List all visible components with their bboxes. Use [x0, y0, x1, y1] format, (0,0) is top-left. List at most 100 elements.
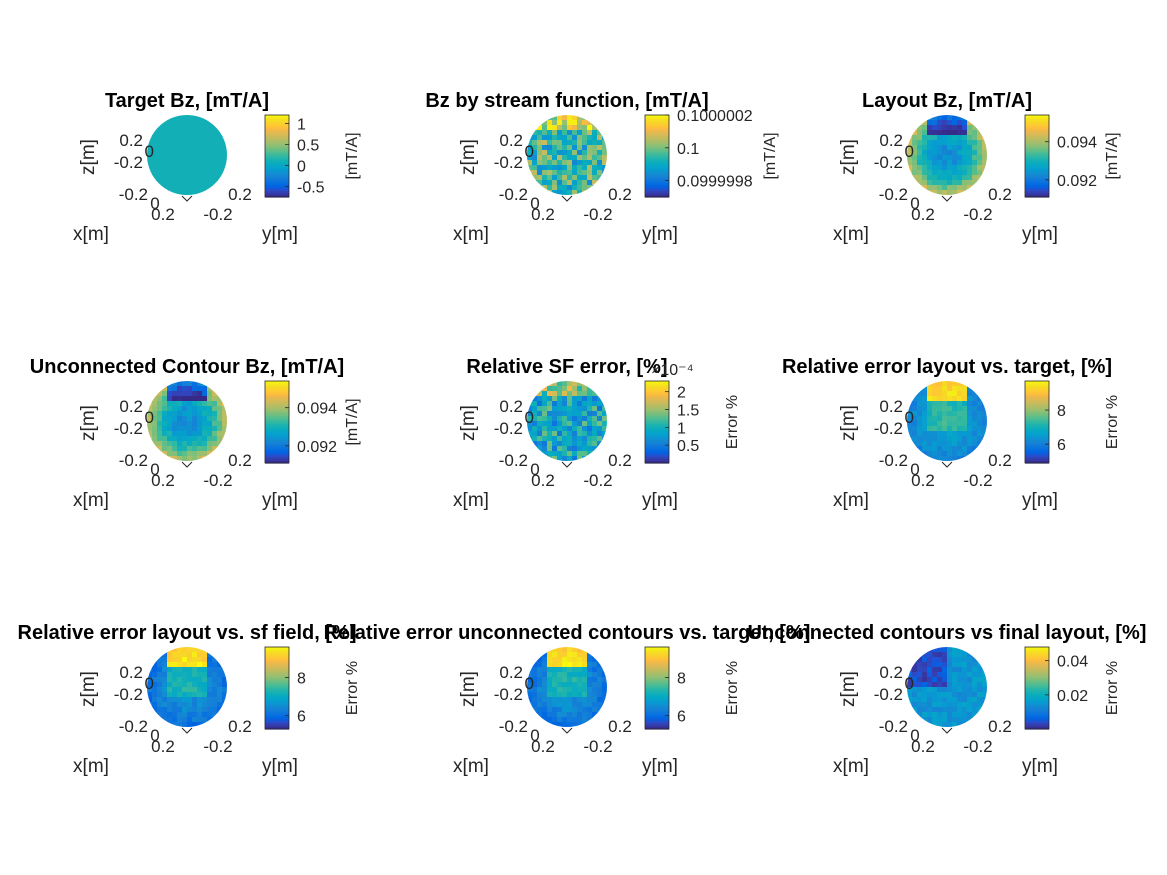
surface-patch — [187, 140, 193, 146]
surface-patch — [587, 451, 593, 457]
surface-patch — [922, 140, 928, 146]
surface-patch — [942, 130, 948, 136]
surface-patch — [577, 165, 583, 171]
colorbar-segment — [645, 401, 669, 405]
x-axis-label: x[m] — [453, 490, 489, 511]
colorbar-frame — [264, 114, 290, 198]
surface-patch — [937, 451, 943, 457]
surface-patch — [212, 441, 218, 447]
surface-patch — [952, 652, 958, 658]
surface-patch — [562, 416, 568, 422]
surface-patch — [537, 446, 543, 452]
z-axis-label: z[m] — [458, 405, 479, 441]
colorbar-segment — [645, 649, 669, 652]
surface-patch — [977, 421, 983, 427]
surface-patch — [602, 662, 607, 668]
surface-patch — [907, 160, 913, 166]
surface-patch — [527, 145, 533, 151]
colorbar-label: [mT/A] — [344, 132, 361, 179]
surface-patch — [152, 406, 158, 412]
surface-patch — [592, 652, 598, 658]
surface-patch — [957, 180, 963, 186]
colorbar-segment — [645, 399, 669, 403]
surface-patch — [167, 697, 173, 703]
surface-patch — [217, 190, 223, 195]
surface-patch — [207, 406, 213, 412]
surface-patch — [577, 436, 583, 442]
surface-patch — [932, 451, 938, 457]
surface-patch — [552, 391, 558, 397]
surface-patch — [582, 667, 588, 673]
surface-patch — [932, 125, 938, 131]
surface-patch — [537, 140, 543, 146]
surface-patch — [167, 431, 173, 437]
surface-patch — [187, 145, 193, 151]
surface-patch — [947, 180, 953, 186]
surface-patch — [577, 115, 583, 121]
surface-patch — [552, 712, 558, 718]
surface-patch — [207, 697, 213, 703]
surface-patch — [147, 697, 153, 703]
surface-patch — [582, 717, 588, 723]
surface-patch — [582, 386, 588, 392]
surface-patch — [217, 165, 223, 171]
z-tick-label: 0.2 — [119, 131, 143, 150]
surface-patch — [527, 391, 533, 397]
surface-patch — [927, 431, 933, 437]
colorbar-segment — [1025, 671, 1049, 675]
colorbar-segment — [265, 129, 289, 132]
surface-patch — [162, 115, 168, 121]
surface-patch — [967, 411, 973, 417]
surface-patch — [222, 687, 227, 693]
surface-patch — [182, 702, 188, 708]
surface-patch — [587, 155, 593, 161]
surface-patch — [157, 125, 163, 131]
surface-patch — [202, 155, 208, 161]
surface-patch — [172, 682, 178, 688]
surface-patch — [922, 170, 928, 176]
colorbar-segment — [265, 702, 289, 705]
colorbar-segment — [265, 708, 289, 712]
z-tick-label: 0.2 — [879, 131, 903, 150]
surface-patch — [197, 165, 203, 171]
surface-patch — [982, 652, 987, 658]
surface-patch — [147, 165, 153, 171]
surface-patch — [942, 682, 948, 688]
colorbar-segment — [645, 671, 669, 675]
surface-patch — [592, 722, 598, 727]
surface-patch — [192, 145, 198, 151]
surface-patch — [922, 401, 928, 407]
surface-patch — [937, 687, 943, 693]
surface-patch — [537, 692, 543, 698]
surface-patch — [547, 702, 553, 708]
surface-patch — [577, 190, 583, 195]
surface-patch — [947, 702, 953, 708]
surface-patch — [592, 386, 598, 392]
surface-patch — [927, 451, 933, 457]
surface-patch — [557, 150, 563, 156]
colorbar-segment — [645, 426, 669, 429]
surface-patch — [952, 707, 958, 713]
surface-patch — [957, 672, 963, 678]
colorbar-segment — [1025, 454, 1049, 458]
subplot-5: Relative SF error, [%]0.20-0.2-0.2 00.2 -0… — [453, 356, 741, 511]
surface-patch — [982, 677, 987, 683]
surface-patch — [577, 130, 583, 136]
surface-patch — [972, 190, 978, 195]
surface-patch — [557, 446, 563, 452]
surface-patch — [572, 421, 578, 427]
colorbar-tick-label: 0.02 — [1057, 688, 1088, 705]
colorbar-segment — [645, 452, 669, 456]
y-axis-label: y[m] — [262, 756, 298, 777]
colorbar-segment — [1025, 661, 1049, 664]
surface-patch — [182, 426, 188, 432]
axis-corner — [181, 461, 193, 468]
surface-patch — [972, 436, 978, 442]
colorbar-segment — [1025, 456, 1049, 460]
surface-patch — [952, 421, 958, 427]
surface-patch — [932, 707, 938, 713]
surface-patch — [202, 130, 208, 136]
surface-patch — [962, 386, 968, 392]
surface-patch — [187, 180, 193, 186]
